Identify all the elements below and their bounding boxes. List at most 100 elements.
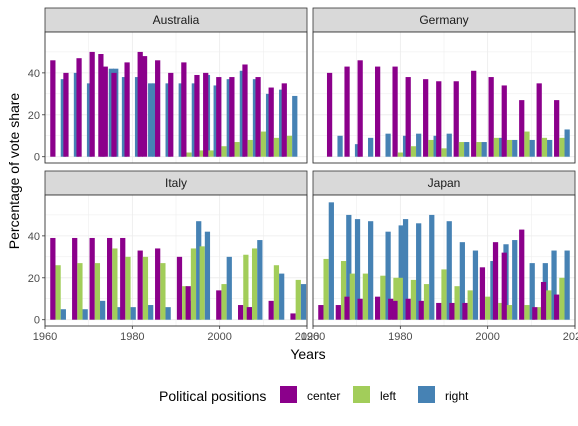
bar-center	[423, 79, 428, 157]
bar-right	[100, 301, 105, 320]
bar-left	[524, 132, 529, 157]
bar-center	[318, 305, 323, 320]
bar-center	[269, 88, 274, 157]
legend-label-left: left	[380, 389, 397, 403]
bar-center	[269, 301, 274, 320]
bar-right	[166, 307, 171, 320]
bar-left	[507, 140, 512, 157]
bar-left	[546, 290, 551, 319]
bar-right	[512, 240, 517, 320]
bar-center	[255, 77, 260, 157]
bar-center	[290, 313, 295, 319]
bar-center	[90, 52, 95, 157]
bar-center	[181, 62, 186, 156]
bar-center	[358, 299, 363, 320]
bar-left	[559, 138, 564, 157]
bar-left	[398, 153, 403, 157]
bar-center	[76, 58, 81, 157]
bar-right	[368, 221, 373, 320]
bar-center	[392, 301, 397, 320]
legend-label-center: center	[307, 389, 340, 403]
bar-left	[485, 297, 490, 320]
bar-center	[375, 67, 380, 157]
bar-center	[72, 238, 77, 320]
bar-center	[519, 100, 524, 157]
bar-center	[541, 282, 546, 320]
bar-left	[380, 276, 385, 320]
bar-right	[464, 142, 469, 157]
bar-left	[261, 132, 266, 157]
bar-center	[336, 305, 341, 320]
bar-left	[125, 257, 130, 320]
bar-center	[203, 73, 208, 157]
x-tick-label: 1960	[33, 331, 57, 343]
bar-left	[208, 150, 213, 156]
bar-right	[279, 274, 284, 320]
bar-center	[111, 73, 116, 157]
bar-center	[462, 303, 467, 320]
bar-center	[50, 238, 55, 320]
bar-center	[519, 230, 524, 320]
bar-center	[216, 77, 221, 157]
bar-right	[61, 309, 66, 319]
bar-center	[142, 56, 147, 157]
legend-key-right	[418, 386, 435, 403]
bar-center	[282, 83, 287, 156]
bar-left	[411, 280, 416, 320]
bar-right	[329, 202, 334, 319]
y-tick-label: 20	[28, 273, 40, 285]
bar-left	[441, 269, 446, 319]
bar-right	[257, 240, 262, 320]
panel-germany: Germany	[313, 8, 575, 163]
legend-label-right: right	[445, 389, 469, 403]
bar-center	[242, 64, 247, 156]
bar-right	[565, 129, 570, 156]
bar-left	[494, 138, 499, 157]
bar-center	[229, 77, 234, 157]
bar-center	[238, 305, 243, 320]
bar-center	[392, 67, 397, 157]
panel-italy: Italy	[45, 171, 307, 326]
bar-center	[168, 73, 173, 157]
bar-left	[323, 259, 328, 320]
bar-right	[416, 134, 421, 157]
bar-left	[454, 286, 459, 320]
legend-key-left	[353, 386, 370, 403]
bar-left	[441, 148, 446, 156]
bar-left	[55, 265, 60, 320]
bar-left	[559, 278, 564, 320]
legend-key-center	[280, 386, 297, 403]
bar-left	[459, 142, 464, 157]
bar-right	[565, 251, 570, 320]
bar-left	[542, 138, 547, 157]
bar-center	[502, 85, 507, 156]
legend: Political positions center left right	[159, 386, 469, 404]
bar-right	[292, 96, 297, 157]
bar-left	[398, 278, 403, 320]
bar-center	[471, 71, 476, 157]
bar-center	[120, 238, 125, 320]
bar-center	[216, 290, 221, 319]
x-tick-label: 2000	[207, 331, 231, 343]
bar-center	[502, 253, 507, 320]
panel-australia: Australia	[45, 8, 307, 163]
bar-left	[411, 146, 416, 156]
y-tick-label: 20	[28, 110, 40, 122]
bar-right	[512, 140, 517, 157]
bar-right	[148, 305, 153, 320]
bar-left	[77, 263, 82, 320]
bar-center	[419, 301, 424, 320]
bar-right	[205, 232, 210, 320]
bar-left	[524, 305, 529, 320]
bar-left	[296, 280, 301, 320]
bar-center	[63, 73, 68, 157]
bar-left	[191, 248, 196, 319]
bar-right	[429, 215, 434, 320]
bar-center	[155, 248, 160, 319]
y-tick-label: 0	[34, 315, 40, 327]
bar-left	[235, 142, 240, 157]
bar-left	[507, 305, 512, 320]
bar-left	[274, 265, 279, 320]
bar-center	[449, 303, 454, 320]
